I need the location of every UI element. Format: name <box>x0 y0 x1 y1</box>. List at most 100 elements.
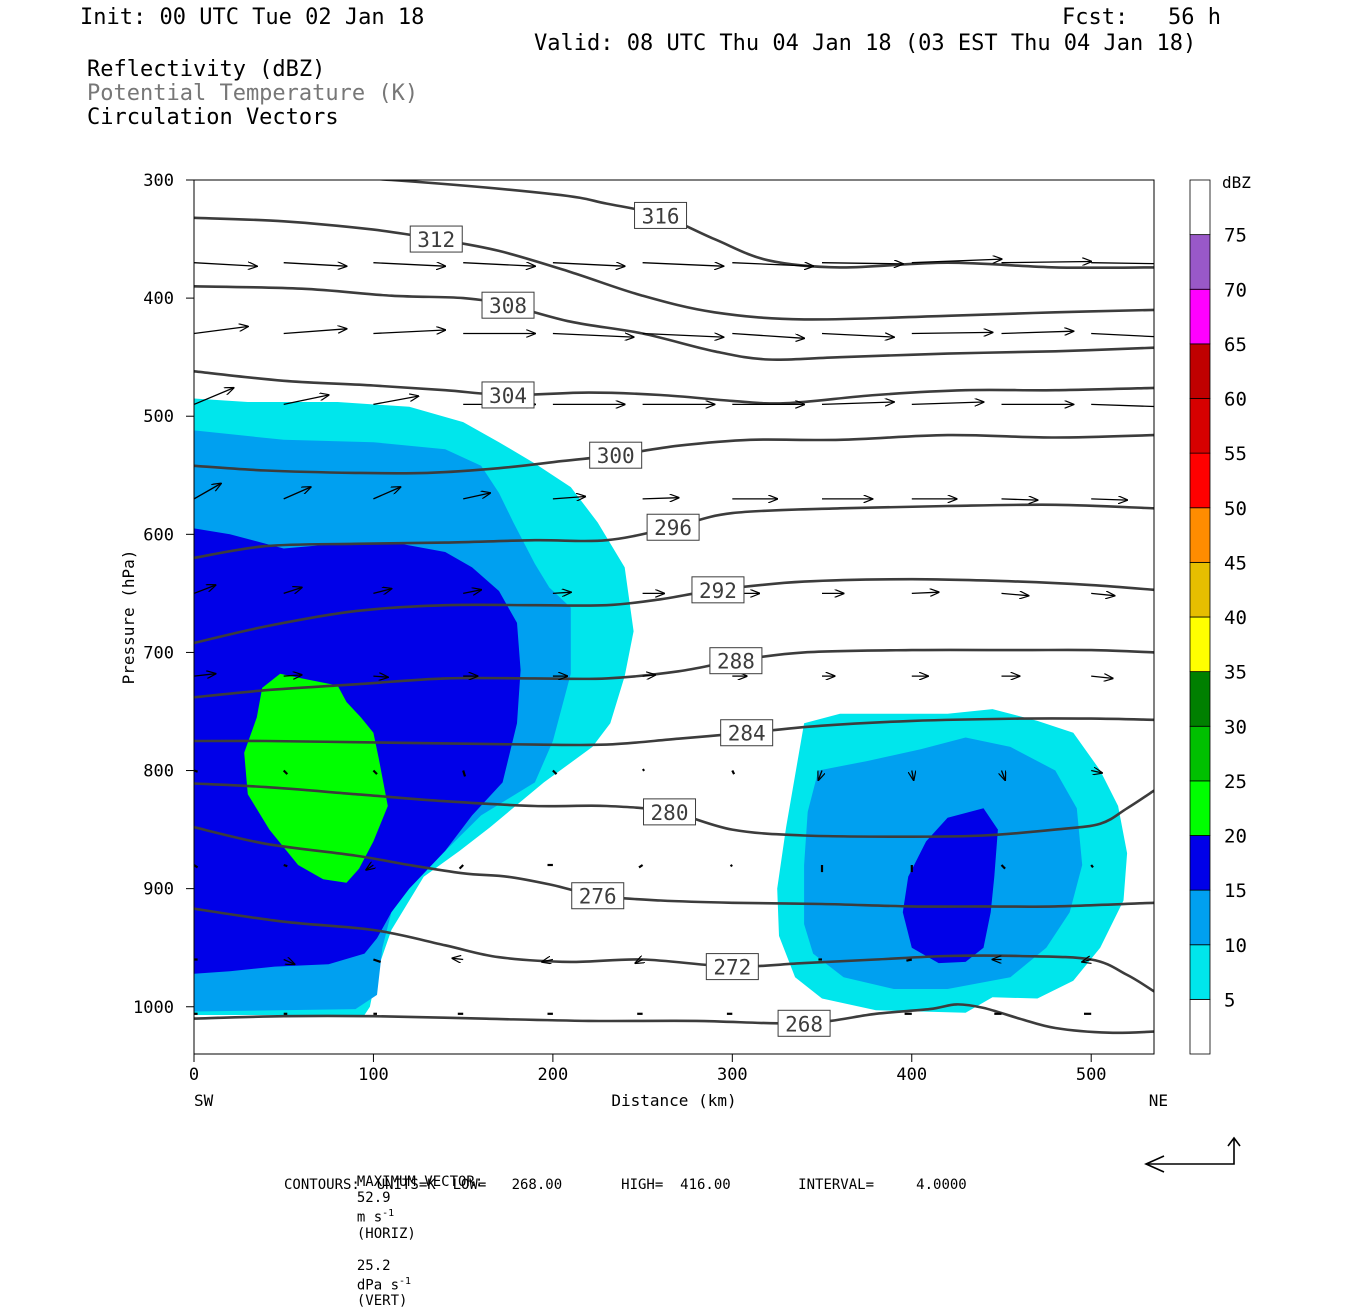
colorbar-segment-12 <box>1189 343 1211 399</box>
reference-vector-icon <box>1144 1136 1241 1173</box>
theta-label-box-284 <box>720 719 774 747</box>
circulation-vector-33 <box>194 484 221 500</box>
y-tick-label-1000: 1000 <box>133 998 174 1018</box>
theta-label-292: 292 <box>699 579 737 603</box>
circulation-vector-10 <box>1091 262 1154 265</box>
circulation-vector-53 <box>1001 593 1029 595</box>
circulation-vector-52 <box>911 592 939 593</box>
vert-value: 25.2 <box>356 1257 391 1274</box>
circulation-vector-65 <box>1091 676 1113 678</box>
circulation-vector-71 <box>642 768 645 772</box>
field-reflectivity: Reflectivity (dBZ) <box>87 57 326 82</box>
circulation-vector-80 <box>458 864 464 870</box>
colorbar-level-35: 35 <box>1224 662 1247 684</box>
y-axis-ticks: 300 400 500 600 700 800 900 1000 <box>133 171 194 1018</box>
reflectivity-region-20dbz-3 <box>244 673 388 883</box>
horiz-unit: m s <box>356 1209 383 1226</box>
colorbar-segment-14 <box>1189 234 1211 290</box>
circulation-vector-42 <box>1001 499 1038 500</box>
theta-label-box-276 <box>571 882 625 910</box>
circulation-vector-77 <box>194 864 199 869</box>
circulation-vector-18 <box>821 334 894 338</box>
circulation-vector-82 <box>638 864 644 869</box>
colorbar-level-15: 15 <box>1224 880 1247 902</box>
y-tick-label-900: 900 <box>143 880 174 900</box>
y-tick-label-800: 800 <box>143 762 174 782</box>
circulation-vector-2 <box>373 263 445 267</box>
colorbar-segment-15 <box>1189 179 1211 236</box>
circulation-vector-46 <box>373 589 391 594</box>
y-axis-label: Pressure (hPa) <box>119 550 138 685</box>
circulation-vector-67 <box>282 769 289 775</box>
plot-frame <box>193 179 1155 1055</box>
circulation-vector-98 <box>1082 960 1091 962</box>
circulation-vector-60 <box>642 675 656 676</box>
colorbar-segment-11 <box>1189 398 1211 454</box>
circulation-vector-19 <box>911 332 993 333</box>
reflectivity-region-15dbz-6 <box>902 808 998 964</box>
theta-contour-280 <box>194 782 1154 838</box>
circulation-vector-48 <box>552 592 571 593</box>
circulation-vector-87 <box>1090 864 1094 869</box>
circulation-vector-23 <box>283 395 329 406</box>
circulation-vector-32 <box>1091 404 1154 406</box>
circulation-vector-56 <box>283 675 302 676</box>
theta-contour-312 <box>194 216 1154 321</box>
theta-label-276: 276 <box>579 885 617 909</box>
x-tick-label-100: 100 <box>358 1065 389 1085</box>
theta-label-288: 288 <box>717 650 755 674</box>
circulation-vector-15 <box>552 334 634 338</box>
circulation-vector-76 <box>1091 771 1102 773</box>
valid-time: Valid: 08 UTC Thu 04 Jan 18 (03 EST Thu … <box>534 31 1197 56</box>
theta-label-312: 312 <box>417 228 455 252</box>
circulation-vector-6 <box>732 263 813 267</box>
x-axis-left-end-label: SW <box>194 1091 214 1110</box>
cross-section-chart: 316312308304300296292288284280276272268 … <box>119 171 1251 1173</box>
theta-label-box-308 <box>481 291 535 319</box>
colorbar-segment-5 <box>1189 725 1211 782</box>
forecast-hour: Fcst: 56 h <box>1062 5 1221 30</box>
theta-label-box-288 <box>709 647 763 675</box>
colorbar-level-45: 45 <box>1224 552 1247 574</box>
circulation-vector-72 <box>731 770 736 775</box>
circulation-vector-0 <box>194 263 257 267</box>
circulation-vector-9 <box>1001 262 1092 263</box>
circulation-vector-68 <box>372 769 378 775</box>
circulation-vector-66 <box>194 769 198 773</box>
colorbar-level-5: 5 <box>1224 989 1235 1011</box>
colorbar-segment-0 <box>1189 998 1211 1055</box>
colorbar-segment-13 <box>1189 288 1211 345</box>
theta-label-box-272 <box>705 953 759 981</box>
theta-contour-316 <box>372 180 1154 270</box>
colorbar-level-40: 40 <box>1224 607 1247 629</box>
horiz-label: (HORIZ) <box>356 1225 416 1242</box>
x-tick-label-300: 300 <box>717 1065 748 1085</box>
circulation-vector-43 <box>1091 499 1127 500</box>
circulation-vector-21 <box>1091 334 1154 338</box>
theta-label-box-292 <box>691 576 745 604</box>
circulation-vector-22 <box>194 388 234 405</box>
circulation-vector-5 <box>642 263 724 267</box>
colorbar-segment-9 <box>1189 507 1211 563</box>
circulation-vector-30 <box>911 402 984 404</box>
field-potential-temperature: Potential Temperature (K) <box>87 81 419 106</box>
theta-label-box-304 <box>481 381 535 409</box>
circulation-vector-8 <box>911 259 1002 263</box>
circulation-vector-20 <box>1001 331 1074 333</box>
circulation-vector-24 <box>373 396 418 406</box>
colorbar-segment-1 <box>1189 944 1211 1000</box>
vert-label: (VERT) <box>356 1293 408 1309</box>
colorbar-segment-10 <box>1189 452 1211 509</box>
theta-label-296: 296 <box>654 516 692 540</box>
x-axis-ticks: 0 100 200 300 400 500 <box>189 1054 1107 1085</box>
theta-contour-304 <box>194 370 1154 405</box>
circulation-vector-12 <box>283 329 347 335</box>
circulation-vector-86 <box>1000 864 1006 870</box>
vert-exponent: -1 <box>399 1275 412 1287</box>
colorbar-segment-6 <box>1189 671 1211 727</box>
circulation-vector-44 <box>194 585 216 595</box>
dbz-colorbar: 5 10 15 20 25 30 35 40 45 50 55 60 65 70 75 <box>1189 179 1247 1055</box>
colorbar-segment-3 <box>1189 835 1211 891</box>
contours-line: CONTOURS: UNITS=K LOW= 268.00 HIGH= 416.… <box>284 1177 967 1193</box>
reflectivity-fill-layer <box>194 398 1128 1015</box>
